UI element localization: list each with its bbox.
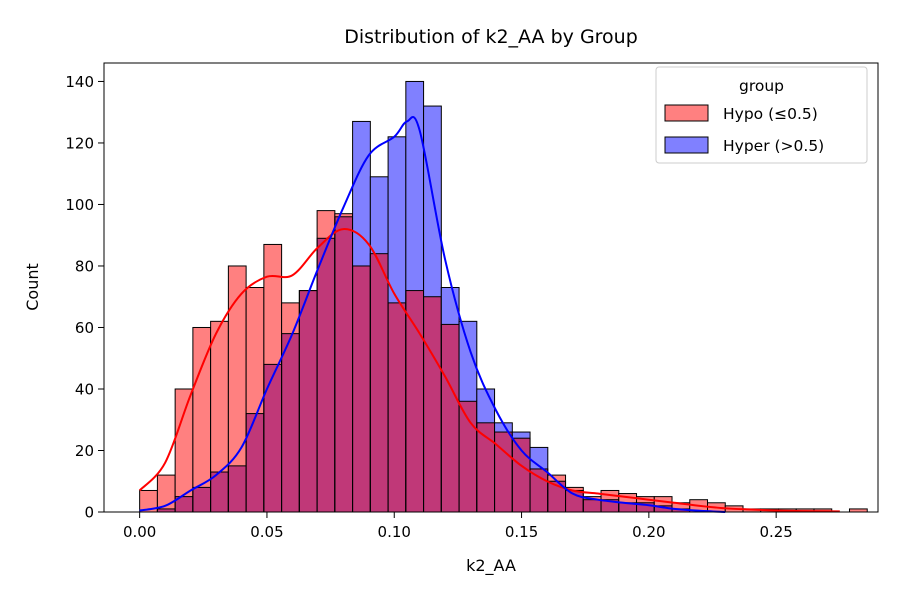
histogram-bar-overlap	[636, 502, 655, 512]
histogram-bar-exclusive	[175, 388, 193, 497]
histogram-bar-overlap	[388, 302, 406, 512]
histogram-bar-overlap	[210, 472, 229, 512]
y-tick-label: 0	[84, 504, 94, 522]
histogram-bar-overlap	[299, 290, 318, 512]
histogram-bar-exclusive	[192, 327, 211, 488]
histogram-bar-overlap	[459, 401, 477, 512]
x-tick-label: 0.10	[378, 523, 411, 541]
histogram-bar-exclusive	[334, 213, 353, 217]
y-tick-label: 80	[75, 257, 94, 275]
histogram-bar-overlap	[370, 253, 389, 512]
histogram-bar-exclusive	[317, 210, 335, 239]
histogram-bar-exclusive	[388, 136, 406, 303]
x-tick-label: 0.20	[632, 523, 665, 541]
x-tick-label: 0.25	[759, 523, 792, 541]
y-tick-label: 40	[75, 380, 94, 398]
histogram-bar-overlap	[512, 438, 531, 512]
histogram-bar-overlap	[352, 265, 371, 512]
histogram-bar-exclusive	[565, 487, 584, 491]
histogram-bar-overlap	[654, 505, 673, 512]
histogram-bar-overlap	[583, 499, 602, 512]
histogram-bar-exclusive	[352, 121, 371, 266]
histogram-bar-overlap	[494, 432, 513, 512]
x-tick-label: 0.15	[505, 523, 538, 541]
histogram-bar-overlap	[423, 296, 442, 512]
histogram-bar-exclusive	[494, 422, 513, 433]
histogram-bar-overlap	[405, 290, 424, 512]
histogram-bar-overlap	[618, 502, 637, 512]
histogram-bar-exclusive	[547, 475, 566, 482]
histogram-bar-exclusive	[263, 244, 282, 365]
y-tick-label: 120	[65, 134, 94, 152]
histogram-bar-overlap	[547, 481, 566, 512]
y-tick-label: 20	[75, 442, 94, 460]
histogram-bar-exclusive	[512, 432, 531, 439]
histogram-bar-overlap	[192, 487, 211, 512]
legend: group Hypo (≤0.5) Hyper (>0.5)	[655, 66, 868, 164]
histogram-bar-exclusive	[228, 265, 247, 466]
histogram-bar-exclusive	[618, 493, 637, 503]
histogram-bar-overlap	[317, 238, 335, 512]
legend-title: group	[739, 77, 784, 95]
histogram-bar-overlap	[441, 324, 460, 512]
legend-swatch-hyper	[664, 136, 709, 154]
histogram-bar-exclusive	[476, 388, 495, 423]
plot-frame	[103, 62, 879, 513]
histogram-bar-exclusive	[210, 321, 229, 473]
y-tick-label: 140	[65, 73, 94, 91]
kde-line-hyper	[139, 116, 726, 513]
histogram-bar-exclusive	[246, 287, 264, 414]
legend-entry-hypo: Hypo (≤0.5)	[723, 105, 818, 123]
histogram-bar-overlap	[157, 508, 176, 512]
legend-entry-hyper: Hyper (>0.5)	[723, 137, 824, 155]
x-tick-label: 0.00	[123, 523, 156, 541]
plot-area	[138, 80, 868, 513]
y-axis-label: Count	[23, 263, 42, 311]
histogram-bar-exclusive	[459, 321, 477, 402]
histogram-bar-overlap	[476, 422, 495, 512]
legend-swatch-hypo	[664, 104, 709, 122]
x-axis-label: k2_AA	[466, 556, 516, 576]
histogram-bar-exclusive	[157, 475, 176, 509]
histogram-bar-exclusive	[370, 176, 389, 254]
legend-box	[655, 66, 868, 164]
x-tick-label: 0.05	[250, 523, 283, 541]
histogram-bar-overlap	[263, 364, 282, 512]
kde-line-hypo	[138, 228, 840, 513]
histogram-bar-exclusive	[672, 502, 690, 509]
axes: 0.00 0.05 0.10 0.15 0.20 0.25 0 20 40 60 80 100 120 1…	[65, 62, 879, 541]
histogram-bar-overlap	[228, 465, 247, 512]
histogram-bar-overlap	[175, 496, 193, 512]
histogram-bar-exclusive	[423, 106, 442, 297]
y-tick-label: 100	[65, 196, 94, 214]
histogram-bar-exclusive	[849, 508, 868, 512]
chart-title: Distribution of k2_AA by Group	[344, 26, 638, 48]
histogram-bar-exclusive	[281, 302, 300, 334]
histogram-bar-overlap	[246, 413, 264, 512]
histogram-bar-overlap	[334, 216, 353, 512]
histogram-bar-overlap	[281, 333, 300, 512]
histogram-bar-overlap	[530, 468, 548, 512]
histogram-bar-exclusive	[405, 81, 424, 291]
y-tick-label: 60	[75, 319, 94, 337]
histogram-bar-exclusive	[139, 490, 158, 512]
